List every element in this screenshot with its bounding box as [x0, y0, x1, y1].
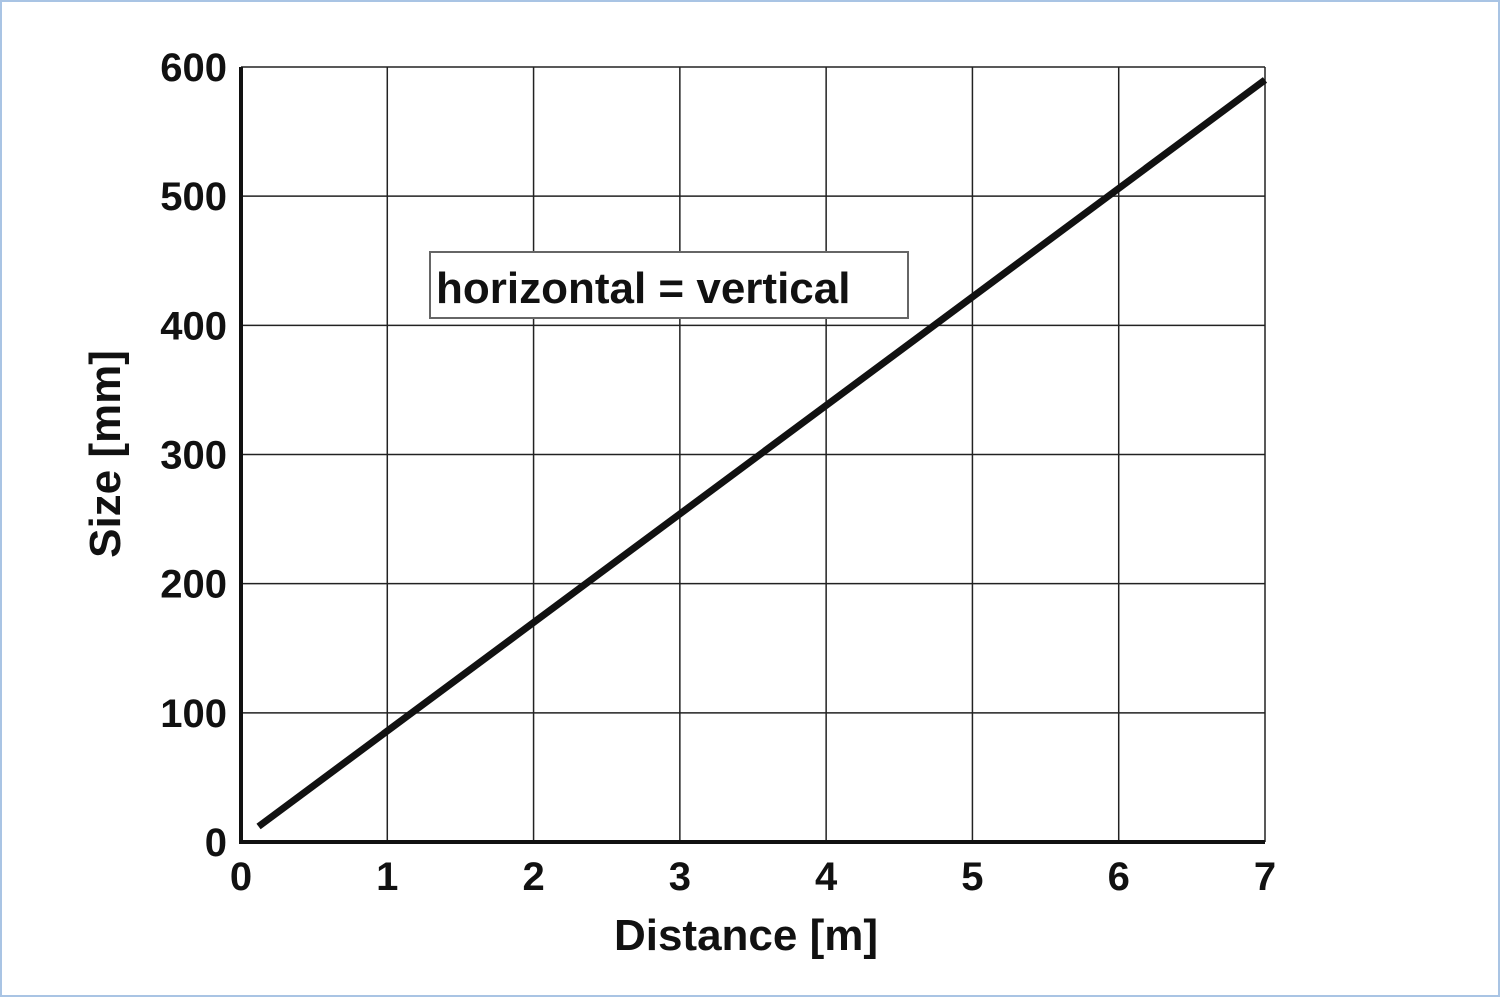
grid — [240, 66, 1266, 843]
y-tick-label: 600 — [160, 46, 227, 90]
annotation-text: horizontal = vertical — [436, 264, 850, 313]
series-line — [256, 77, 1268, 830]
y-tick-label: 100 — [160, 692, 227, 736]
y-tick-label: 500 — [160, 175, 227, 219]
x-tick-label: 5 — [961, 855, 983, 899]
annotation-box: horizontal = vertical — [429, 251, 909, 319]
x-tick-label: 7 — [1254, 855, 1276, 899]
x-tick-label: 0 — [230, 855, 252, 899]
y-axis-title: Size [mm] — [81, 350, 130, 558]
y-tick-label: 400 — [160, 304, 227, 348]
axes — [239, 67, 1265, 844]
x-tick-label: 4 — [815, 855, 838, 899]
y-tick-label: 200 — [160, 563, 227, 607]
x-tick-label: 3 — [669, 855, 691, 899]
y-tick-label: 0 — [205, 821, 227, 865]
x-tick-label: 1 — [376, 855, 398, 899]
x-tick-label: 6 — [1108, 855, 1130, 899]
series — [256, 77, 1268, 830]
x-axis-title: Distance [m] — [614, 911, 878, 960]
x-tick-label: 2 — [522, 855, 544, 899]
y-tick-labels: 0 100 200 300 400 500 600 — [160, 46, 227, 865]
y-tick-label: 300 — [160, 434, 227, 478]
x-tick-labels: 0 1 2 3 4 5 6 7 — [230, 855, 1276, 899]
annotation-border — [429, 251, 909, 319]
